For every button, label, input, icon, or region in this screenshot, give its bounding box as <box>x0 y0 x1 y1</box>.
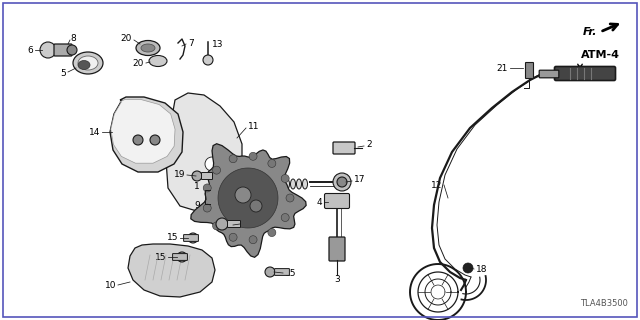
Ellipse shape <box>273 179 278 189</box>
Text: 20: 20 <box>132 59 144 68</box>
Text: 18: 18 <box>476 266 488 275</box>
Ellipse shape <box>141 44 155 52</box>
Circle shape <box>203 55 213 65</box>
Circle shape <box>40 42 56 58</box>
Text: 9: 9 <box>195 201 200 210</box>
Text: 17: 17 <box>354 174 365 183</box>
Ellipse shape <box>149 55 167 67</box>
Text: 5: 5 <box>60 68 66 77</box>
Circle shape <box>216 218 228 230</box>
Circle shape <box>67 45 77 55</box>
Circle shape <box>177 252 187 262</box>
Text: 10: 10 <box>104 282 116 291</box>
Circle shape <box>249 152 257 160</box>
Ellipse shape <box>296 179 301 189</box>
Ellipse shape <box>291 179 296 189</box>
Polygon shape <box>111 100 175 163</box>
Text: ATM-4: ATM-4 <box>580 50 620 60</box>
Text: 15: 15 <box>285 268 296 277</box>
Text: 21: 21 <box>497 63 508 73</box>
FancyBboxPatch shape <box>329 237 345 261</box>
FancyBboxPatch shape <box>227 220 241 228</box>
Circle shape <box>212 166 221 174</box>
FancyBboxPatch shape <box>173 254 188 260</box>
Circle shape <box>212 222 221 230</box>
Ellipse shape <box>278 179 284 189</box>
Circle shape <box>188 233 198 243</box>
Text: 12: 12 <box>431 180 442 189</box>
Circle shape <box>205 157 219 171</box>
Circle shape <box>192 171 202 181</box>
Polygon shape <box>166 93 242 212</box>
Text: 19: 19 <box>173 170 185 179</box>
Text: 20: 20 <box>120 34 132 43</box>
Ellipse shape <box>285 179 289 189</box>
Text: 11: 11 <box>248 122 259 131</box>
Ellipse shape <box>303 179 307 189</box>
Circle shape <box>333 173 351 191</box>
Polygon shape <box>110 97 183 172</box>
Ellipse shape <box>78 56 98 70</box>
Circle shape <box>229 155 237 163</box>
FancyBboxPatch shape <box>184 235 198 241</box>
Polygon shape <box>128 244 215 297</box>
Text: 15: 15 <box>154 252 166 261</box>
Circle shape <box>268 159 276 167</box>
Circle shape <box>204 204 211 212</box>
Text: 7: 7 <box>188 38 194 47</box>
FancyBboxPatch shape <box>525 62 534 78</box>
Text: 6: 6 <box>28 45 33 54</box>
Circle shape <box>150 135 160 145</box>
Text: 16: 16 <box>242 220 253 228</box>
Circle shape <box>235 187 251 203</box>
Text: Fr.: Fr. <box>582 27 597 37</box>
Text: 15: 15 <box>166 233 178 242</box>
Ellipse shape <box>73 52 103 74</box>
Text: 14: 14 <box>88 127 100 137</box>
Text: 1: 1 <box>195 181 200 190</box>
FancyBboxPatch shape <box>540 70 559 78</box>
FancyBboxPatch shape <box>554 67 616 81</box>
Ellipse shape <box>136 41 160 55</box>
Circle shape <box>281 174 289 182</box>
FancyBboxPatch shape <box>333 142 355 154</box>
Text: 8: 8 <box>70 34 76 43</box>
FancyBboxPatch shape <box>54 44 72 56</box>
Circle shape <box>268 228 276 236</box>
Circle shape <box>249 236 257 244</box>
Polygon shape <box>191 144 306 257</box>
Text: 2: 2 <box>366 140 372 148</box>
FancyBboxPatch shape <box>275 268 289 276</box>
Polygon shape <box>218 168 278 228</box>
FancyBboxPatch shape <box>324 194 349 209</box>
Ellipse shape <box>78 60 90 69</box>
Circle shape <box>463 263 473 273</box>
Text: 4: 4 <box>316 197 322 206</box>
Circle shape <box>286 194 294 202</box>
Circle shape <box>281 213 289 221</box>
Circle shape <box>337 177 347 187</box>
Text: 3: 3 <box>334 276 340 284</box>
Circle shape <box>204 184 211 192</box>
Circle shape <box>229 233 237 241</box>
Circle shape <box>250 200 262 212</box>
Circle shape <box>265 267 275 277</box>
FancyBboxPatch shape <box>202 172 212 180</box>
Text: TLA4B3500: TLA4B3500 <box>580 299 628 308</box>
Circle shape <box>133 135 143 145</box>
Text: 13: 13 <box>212 39 223 49</box>
